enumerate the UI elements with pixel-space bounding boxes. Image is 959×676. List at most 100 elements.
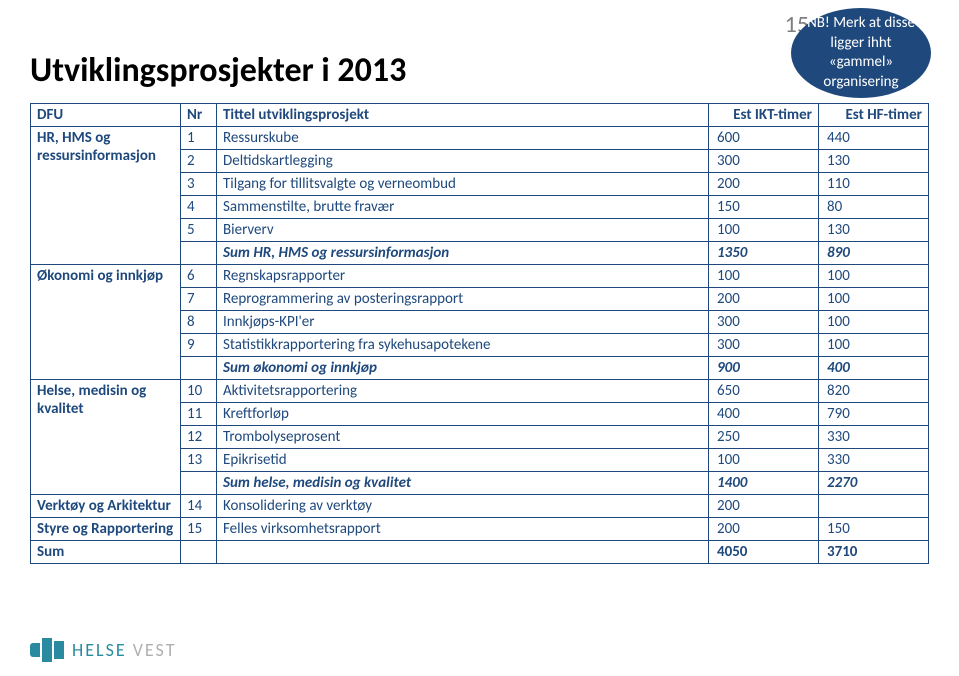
logo-sub: VEST (133, 639, 177, 661)
cell-ikt: 400 (709, 403, 819, 426)
cell-hf: 330 (819, 449, 929, 472)
cell-ikt: 300 (709, 334, 819, 357)
cell-nr: 5 (181, 219, 217, 242)
th-ikt: Est IKT-timer (709, 104, 819, 127)
cell-title: Sammenstilte, brutte fravær (217, 196, 709, 219)
cell-hf: 100 (819, 334, 929, 357)
cell-nr: 7 (181, 288, 217, 311)
cell-sum-label: Sum HR, HMS og ressursinformasjon (217, 242, 709, 265)
cell-sum-label: Sum økonomi og innkjøp (217, 357, 709, 380)
cell-title: Konsolidering av verktøy (217, 495, 709, 518)
cell-hf: 820 (819, 380, 929, 403)
cell-title: Bierverv (217, 219, 709, 242)
cell-ikt: 300 (709, 311, 819, 334)
table-row: HR, HMS og ressursinformasjon1Ressurskub… (31, 127, 929, 150)
cell-hf: 130 (819, 219, 929, 242)
cell-total-label: Sum (31, 541, 181, 564)
cell-nr: 13 (181, 449, 217, 472)
cell-hf: 130 (819, 150, 929, 173)
cell-nr: 1 (181, 127, 217, 150)
cell-nr: 15 (181, 518, 217, 541)
cell-sum-ikt: 1350 (709, 242, 819, 265)
cell-hf (819, 495, 929, 518)
cell-nr: 10 (181, 380, 217, 403)
cell-title: Deltidskartlegging (217, 150, 709, 173)
logo-brand: HELSE (72, 639, 127, 661)
cell-title: Trombolyseprosent (217, 426, 709, 449)
cell-title: Regnskapsrapporter (217, 265, 709, 288)
cell-sum-ikt: 1400 (709, 472, 819, 495)
cell-total-hf: 3710 (819, 541, 929, 564)
th-dfu: DFU (31, 104, 181, 127)
cell-ikt: 300 (709, 150, 819, 173)
cell-hf: 100 (819, 265, 929, 288)
logo-mark (30, 638, 64, 662)
cell-nr: 11 (181, 403, 217, 426)
cell-nr: 14 (181, 495, 217, 518)
cell-hf: 100 (819, 288, 929, 311)
table-row: Helse, medisin og kvalitet10Aktivitetsra… (31, 380, 929, 403)
cell-hf: 80 (819, 196, 929, 219)
cell-nr: 6 (181, 265, 217, 288)
table-header-row: DFU Nr Tittel utviklingsprosjekt Est IKT… (31, 104, 929, 127)
cell-hf: 440 (819, 127, 929, 150)
cell-nr (181, 357, 217, 380)
cell-hf: 110 (819, 173, 929, 196)
cell-total-ikt: 4050 (709, 541, 819, 564)
th-title: Tittel utviklingsprosjekt (217, 104, 709, 127)
cell-nr (181, 242, 217, 265)
cell-ikt: 150 (709, 196, 819, 219)
cell-dfu: Økonomi og innkjøp (31, 265, 181, 380)
cell-title: Reprogrammering av posteringsrapport (217, 288, 709, 311)
cell-nr: 3 (181, 173, 217, 196)
table-row: Styre og Rapportering15Felles virksomhet… (31, 518, 929, 541)
cell-ikt: 600 (709, 127, 819, 150)
cell-sum-hf: 890 (819, 242, 929, 265)
logo-text: HELSE VEST (72, 639, 176, 661)
cell-ikt: 250 (709, 426, 819, 449)
cell-ikt: 650 (709, 380, 819, 403)
projects-table: DFU Nr Tittel utviklingsprosjekt Est IKT… (30, 103, 929, 564)
cell-ikt: 100 (709, 219, 819, 242)
cell-nr: 8 (181, 311, 217, 334)
cell-nr: 2 (181, 150, 217, 173)
th-hf: Est HF-timer (819, 104, 929, 127)
cell-ikt: 100 (709, 265, 819, 288)
cell-nr (181, 472, 217, 495)
cell-sum-ikt: 900 (709, 357, 819, 380)
cell-nr: 9 (181, 334, 217, 357)
footer-logo: HELSE VEST (30, 638, 176, 662)
note-badge: NB! Merk at disse ligger ihht «gammel» o… (791, 8, 931, 98)
cell-nr: 4 (181, 196, 217, 219)
cell-hf: 150 (819, 518, 929, 541)
cell-title: Tilgang for tillitsvalgte og verneombud (217, 173, 709, 196)
cell-dfu: HR, HMS og ressursinformasjon (31, 127, 181, 265)
cell-hf: 100 (819, 311, 929, 334)
cell-sum-hf: 400 (819, 357, 929, 380)
cell-nr: 12 (181, 426, 217, 449)
cell-empty (217, 541, 709, 564)
cell-title: Felles virksomhetsrapport (217, 518, 709, 541)
cell-title: Statistikkrapportering fra sykehusapotek… (217, 334, 709, 357)
cell-ikt: 200 (709, 173, 819, 196)
cell-sum-label: Sum helse, medisin og kvalitet (217, 472, 709, 495)
cell-ikt: 200 (709, 518, 819, 541)
cell-title: Innkjøps-KPI'er (217, 311, 709, 334)
cell-dfu: Verktøy og Arkitektur (31, 495, 181, 518)
cell-title: Aktivitetsrapportering (217, 380, 709, 403)
th-nr: Nr (181, 104, 217, 127)
cell-title: Kreftforløp (217, 403, 709, 426)
table-row: Verktøy og Arkitektur14Konsolidering av … (31, 495, 929, 518)
cell-title: Ressurskube (217, 127, 709, 150)
cell-dfu: Styre og Rapportering (31, 518, 181, 541)
cell-ikt: 200 (709, 288, 819, 311)
cell-hf: 330 (819, 426, 929, 449)
cell-title: Epikrisetid (217, 449, 709, 472)
cell-sum-hf: 2270 (819, 472, 929, 495)
cell-hf: 790 (819, 403, 929, 426)
cell-ikt: 200 (709, 495, 819, 518)
cell-dfu: Helse, medisin og kvalitet (31, 380, 181, 495)
cell-ikt: 100 (709, 449, 819, 472)
cell-empty (181, 541, 217, 564)
table-row: Økonomi og innkjøp6Regnskapsrapporter100… (31, 265, 929, 288)
